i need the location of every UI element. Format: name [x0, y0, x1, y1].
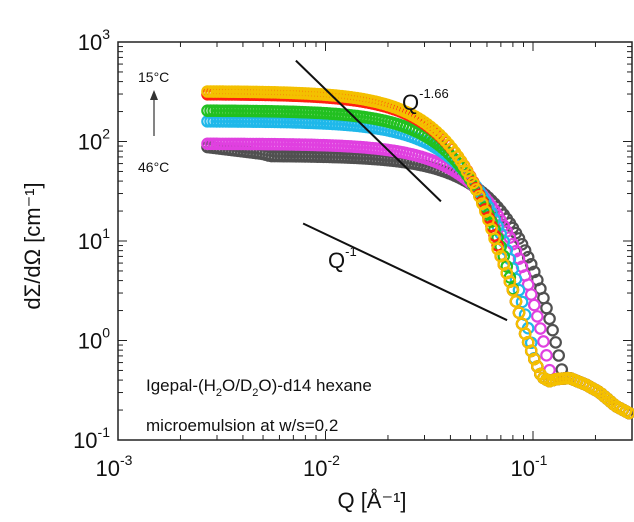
data-point [491, 242, 504, 256]
y-tick-label: 103 [78, 26, 110, 55]
data-point [537, 335, 550, 348]
x-tick-label: 10-2 [303, 452, 340, 481]
data-point [622, 406, 634, 420]
data-point [546, 323, 559, 337]
data-point [527, 352, 541, 366]
data-point [463, 170, 477, 184]
data-point [509, 295, 523, 308]
temperature-bottom-label: 46°C [138, 159, 169, 175]
data-point [512, 252, 526, 266]
data-point [473, 189, 486, 203]
caption-line-1: Igepal-(H2O/D2O)-d14 hexane [146, 376, 372, 399]
axis-ticks [117, 42, 632, 441]
slope-label-shallow: Q-1 [328, 244, 357, 273]
data-point [518, 244, 532, 257]
data-point [540, 349, 553, 362]
caption-line-2: microemulsion at w/s=0.2 [146, 416, 338, 435]
data-point [506, 283, 520, 297]
data-point [524, 288, 538, 301]
slope-label-steep: Q-1.66 [402, 86, 449, 115]
x-axis-label: Q [Å⁻¹] [337, 488, 406, 513]
data-point [531, 360, 544, 373]
data-point [476, 197, 489, 210]
x-tick-label: 10-1 [511, 452, 548, 481]
data-point [515, 237, 529, 251]
data-point [509, 244, 523, 258]
data-point [552, 349, 566, 362]
x-tick-label: 10-3 [96, 452, 133, 481]
y-tick-labels: 10-1 100 101 102 103 [73, 26, 110, 453]
y-tick-label: 100 [78, 325, 110, 354]
data-point [527, 298, 541, 312]
data-point [534, 322, 547, 335]
slope-line-q-1 [302, 222, 508, 322]
y-tick-label: 102 [78, 126, 110, 155]
temperature-arrow [150, 90, 158, 136]
x-tick-labels: 10-3 10-2 10-1 [96, 452, 548, 481]
temperature-top-label: 15°C [138, 69, 169, 85]
data-point [543, 312, 556, 326]
data-point [439, 134, 453, 148]
data-point [512, 306, 526, 319]
y-tick-label: 101 [78, 225, 110, 254]
data-point [466, 176, 480, 190]
data-point [537, 291, 550, 305]
y-tick-label: 10-1 [73, 424, 110, 453]
y-axis-label: dΣ/dΩ [cm⁻¹] [20, 182, 45, 309]
data-point [436, 131, 449, 145]
data-point [531, 310, 544, 323]
data-point [524, 344, 538, 358]
data-point [469, 183, 483, 196]
data-point [448, 153, 462, 167]
data-point [549, 336, 562, 349]
series-5 [201, 85, 634, 420]
slope-line-q-1.66 [295, 59, 442, 203]
data-point [540, 301, 553, 315]
data-series [201, 85, 634, 420]
data-point [512, 283, 526, 297]
